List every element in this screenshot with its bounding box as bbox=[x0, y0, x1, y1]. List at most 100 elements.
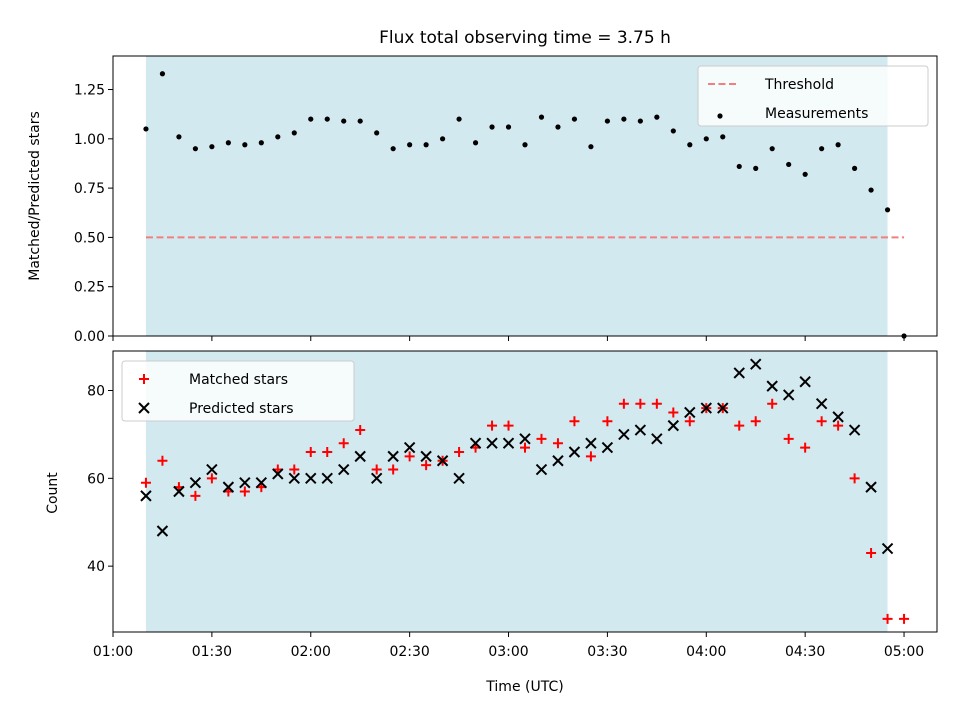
matched-stars-point bbox=[684, 416, 695, 427]
matched-stars-point bbox=[849, 473, 860, 484]
measurements-point bbox=[687, 142, 693, 148]
matched-stars-point bbox=[734, 420, 745, 431]
top-legend: Threshold Measurements bbox=[697, 65, 929, 127]
matched-stars-point bbox=[140, 477, 151, 488]
predicted-stars-point bbox=[568, 446, 581, 458]
top-y-axis-label: Matched/Predicted stars bbox=[27, 111, 43, 281]
measurements-point bbox=[670, 128, 676, 134]
predicted-stars-point bbox=[799, 376, 811, 388]
measurements-point bbox=[571, 116, 578, 122]
top-y-tick-label: 0.00 bbox=[74, 329, 105, 345]
measurements-point bbox=[786, 161, 792, 168]
measurements-point bbox=[555, 124, 561, 130]
predicted-stars-point bbox=[815, 397, 828, 410]
top-axes-frame bbox=[112, 55, 938, 337]
matched-stars-point bbox=[322, 446, 333, 457]
predicted-stars-point bbox=[453, 472, 465, 485]
predicted-stars-point bbox=[140, 490, 152, 502]
predicted-stars-point bbox=[486, 437, 498, 449]
measurements-point bbox=[802, 171, 808, 177]
measurements-point bbox=[275, 134, 281, 140]
measurements-point bbox=[654, 114, 660, 120]
predicted-stars-legend-swatch bbox=[138, 402, 150, 414]
predicted-stars-point bbox=[618, 428, 630, 441]
matched-stars-point bbox=[206, 473, 217, 484]
measurements-point bbox=[753, 165, 759, 171]
matched-stars-point bbox=[157, 455, 168, 466]
x-tick-label: 01:30 bbox=[192, 644, 232, 660]
measurements-point bbox=[192, 146, 198, 152]
predicted-stars-point bbox=[634, 424, 647, 436]
matched-stars-point bbox=[338, 438, 349, 449]
matched-stars-point bbox=[190, 490, 201, 501]
predicted-stars-point bbox=[206, 463, 218, 476]
x-tick-label: 04:30 bbox=[785, 644, 825, 660]
matched-stars-point bbox=[289, 464, 300, 475]
matched-stars-point bbox=[520, 442, 530, 453]
top-panel: 0.00 0.25 0.50 0.75 1.00 1.25 Threshold Measure… bbox=[74, 55, 938, 345]
measurements-point bbox=[258, 140, 264, 146]
predicted-stars-point bbox=[222, 481, 235, 493]
measurements-point bbox=[637, 118, 643, 124]
matched-stars-point bbox=[767, 398, 778, 409]
x-tick-label: 04:00 bbox=[686, 644, 726, 660]
measurements-point bbox=[505, 124, 512, 130]
matched-stars-point bbox=[552, 438, 563, 449]
predicted-stars-point bbox=[321, 472, 333, 485]
matched-stars-point bbox=[569, 416, 580, 427]
measurements-point bbox=[852, 165, 858, 171]
measurements-point bbox=[324, 116, 330, 122]
matched-stars-point bbox=[899, 613, 910, 624]
measurements-point bbox=[291, 130, 297, 136]
measurements-point bbox=[456, 116, 462, 122]
predicted-stars-point bbox=[156, 525, 169, 537]
top-y-tick-label: 0.50 bbox=[74, 230, 105, 246]
measurements-point bbox=[621, 116, 627, 122]
x-tick-label: 03:00 bbox=[488, 644, 528, 660]
matched-stars-point bbox=[371, 464, 382, 475]
bottom-y-axis-label: Count bbox=[45, 472, 61, 514]
predicted-stars-point bbox=[403, 441, 416, 454]
matched-stars-point bbox=[833, 420, 844, 431]
predicted-stars-point bbox=[519, 433, 531, 445]
predicted-stars-point bbox=[387, 450, 399, 463]
bottom-axes-frame bbox=[112, 350, 938, 633]
matched-stars-point bbox=[602, 416, 613, 427]
matched-stars-point bbox=[750, 416, 761, 427]
measurements-point bbox=[159, 71, 166, 77]
predicted-stars-point bbox=[651, 433, 663, 445]
predicted-stars-point bbox=[848, 424, 861, 436]
measurements-point bbox=[225, 140, 231, 146]
measurements-point bbox=[308, 116, 314, 122]
measurements-point bbox=[588, 144, 594, 150]
threshold-legend-label: Threshold bbox=[764, 77, 834, 93]
matched-stars-point bbox=[816, 416, 827, 427]
matched-stars-point bbox=[668, 407, 679, 418]
measurements-point bbox=[703, 136, 709, 142]
bottom-legend: Matched stars Predicted stars bbox=[121, 360, 355, 422]
predicted-stars-point bbox=[766, 380, 778, 392]
measurements-point bbox=[357, 118, 363, 124]
predicted-stars-point bbox=[255, 477, 268, 489]
predicted-stars-point bbox=[189, 477, 202, 489]
matched-stars-point bbox=[882, 613, 893, 624]
x-tick-label: 02:00 bbox=[291, 644, 331, 660]
measurements-point bbox=[390, 146, 396, 152]
measurements-point bbox=[341, 118, 347, 124]
measurements-point bbox=[835, 142, 841, 148]
matched-stars-point bbox=[305, 446, 316, 457]
predicted-stars-point bbox=[832, 411, 844, 423]
bottom-y-tick-label: 60 bbox=[87, 471, 105, 487]
matched-stars-point bbox=[585, 451, 596, 462]
matched-stars-legend-swatch bbox=[139, 374, 149, 384]
matched-stars-point bbox=[536, 433, 547, 444]
measurements-point bbox=[423, 142, 429, 148]
matched-stars-legend-label: Matched stars bbox=[189, 372, 288, 388]
measurements-legend-label: Measurements bbox=[765, 106, 868, 122]
predicted-stars-point bbox=[173, 485, 185, 498]
measurements-point bbox=[884, 207, 891, 213]
measurements-point bbox=[143, 126, 149, 132]
matched-stars-point bbox=[454, 446, 465, 457]
predicted-stars-point bbox=[239, 477, 251, 489]
